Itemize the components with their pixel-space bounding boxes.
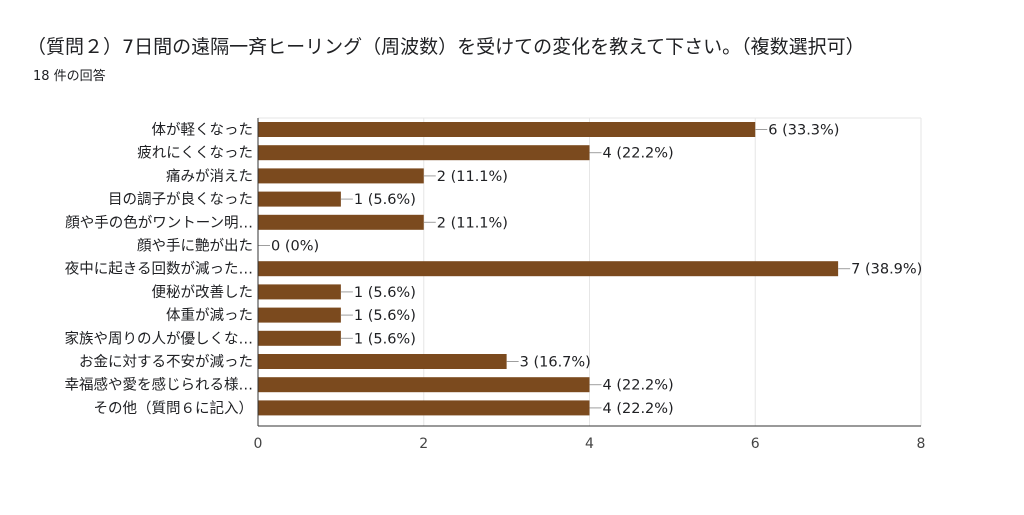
bar xyxy=(258,191,341,207)
data-label: 1 (5.6%) xyxy=(354,285,416,301)
data-label: 1 (5.6%) xyxy=(354,331,416,347)
x-tick-label: 4 xyxy=(585,436,594,452)
data-label: 4 (22.2%) xyxy=(603,378,674,394)
category-label: その他（質問６に記入） xyxy=(94,399,254,417)
data-label: 1 (5.6%) xyxy=(354,308,416,324)
bar xyxy=(258,145,590,161)
data-label: 0 (0%) xyxy=(271,239,319,255)
data-label: 6 (33.3%) xyxy=(768,123,839,139)
category-label: 体が軽くなった xyxy=(152,122,254,139)
category-label: 目の調子が良くなった xyxy=(108,191,253,208)
x-tick-label: 8 xyxy=(917,436,926,452)
bar xyxy=(258,330,341,346)
bar xyxy=(258,377,590,393)
bar xyxy=(258,307,341,323)
data-label: 1 (5.6%) xyxy=(354,192,416,208)
bar xyxy=(258,261,839,277)
category-label: 疲れにくくなった xyxy=(137,145,253,162)
x-tick-label: 6 xyxy=(751,436,760,452)
data-label: 4 (22.2%) xyxy=(603,146,674,162)
data-label: 4 (22.2%) xyxy=(603,401,674,417)
bar xyxy=(258,168,424,184)
category-label: 体重が減った xyxy=(166,307,253,324)
response-count: 18 件の回答 xyxy=(33,69,106,84)
data-label: 2 (11.1%) xyxy=(437,169,508,185)
x-tick-label: 2 xyxy=(419,436,428,452)
data-label: 3 (16.7%) xyxy=(520,355,591,371)
data-label: 7 (38.9%) xyxy=(851,262,922,278)
bar xyxy=(258,284,341,300)
data-label: 2 (11.1%) xyxy=(437,215,508,231)
bar xyxy=(258,354,507,369)
bar xyxy=(258,214,424,230)
x-tick-label: 0 xyxy=(254,436,263,452)
bar xyxy=(258,122,756,137)
category-label: 痛みが消えた xyxy=(166,168,253,185)
category-label: 便秘が改善した xyxy=(152,284,254,301)
category-label: 家族や周りの人が優しくな… xyxy=(65,330,254,347)
chart-title: （質問２）7日間の遠隔一斉ヒーリング（周波数）を受けての変化を教えて下さい。（複… xyxy=(27,36,865,58)
category-label: 顔や手の色がワントーン明… xyxy=(65,214,253,231)
category-label: 夜中に起きる回数が減った… xyxy=(65,261,253,278)
category-label: 顔や手に艶が出た xyxy=(137,238,253,255)
category-label: 幸福感や愛を感じられる様… xyxy=(65,377,254,394)
bar xyxy=(258,400,590,416)
category-label: お金に対する不安が減った xyxy=(79,354,253,371)
